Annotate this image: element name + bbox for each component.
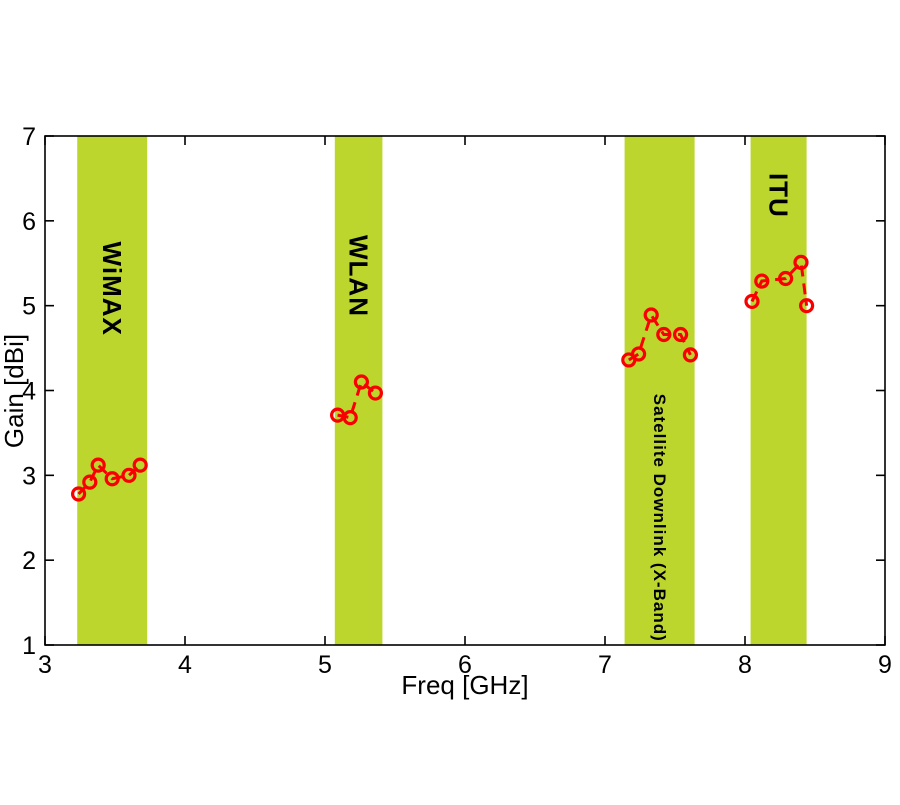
data-point-marker [672, 326, 689, 343]
y-tick-label: 5 [22, 293, 36, 321]
band-wimax [77, 136, 148, 645]
data-point-marker [82, 474, 98, 490]
data-point-marker [630, 346, 647, 362]
band-itu [750, 136, 807, 645]
x-tick-label: 4 [178, 651, 192, 679]
y-tick-label: 7 [22, 123, 36, 151]
data-point-marker [656, 326, 672, 343]
data-point-marker [121, 467, 137, 483]
data-point-marker [777, 270, 794, 287]
series-line-3 [750, 259, 809, 306]
band-label-wimax: WiMAX [97, 242, 127, 336]
y-tick-label: 6 [22, 208, 36, 236]
data-point-marker [367, 385, 383, 401]
band-label-satellite-downlink-x-band: Satellite Downlink (X-Band) [650, 394, 669, 642]
axes-layer: 3 4 5 6 7 8 9 1 2 3 4 5 6 7 [22, 123, 892, 679]
x-tick-label: 7 [598, 651, 612, 679]
band-label-wlan: WLAN [344, 235, 374, 317]
band-label-itu: ITU [764, 173, 794, 218]
y-tick-label: 1 [22, 632, 36, 660]
band-satellite-downlink-x-band [624, 136, 695, 645]
data-point-marker [643, 307, 659, 323]
data-point-marker [104, 471, 120, 487]
y-tick-label: 2 [22, 547, 36, 575]
x-axis-label: Freq [GHz] [401, 670, 528, 700]
data-point-marker [682, 347, 699, 363]
series-layer [70, 254, 815, 502]
x-tick-label: 5 [318, 651, 332, 679]
y-axis-label: Gain [dBi] [0, 334, 29, 448]
data-point-marker [132, 457, 148, 473]
x-tick-label: 6 [458, 651, 472, 679]
data-point-marker [90, 457, 106, 473]
data-point-marker [744, 293, 760, 310]
data-point-marker [70, 486, 87, 502]
series-line-0 [77, 462, 142, 496]
data-point-marker [342, 410, 358, 426]
data-point-marker [353, 374, 369, 390]
x-tick-label: 3 [38, 651, 52, 679]
x-tick-label: 8 [738, 651, 752, 679]
frequency-bands-layer: WiMAX WLAN Satellite Downlink (X-Band) ITU [77, 136, 807, 645]
series-line-2 [628, 311, 692, 362]
data-point-marker [793, 254, 809, 271]
data-point-marker [754, 273, 770, 289]
x-tick-label: 9 [878, 651, 892, 679]
y-tick-label: 4 [22, 378, 36, 406]
y-tick-label: 3 [22, 462, 36, 490]
data-point-marker [798, 298, 815, 314]
